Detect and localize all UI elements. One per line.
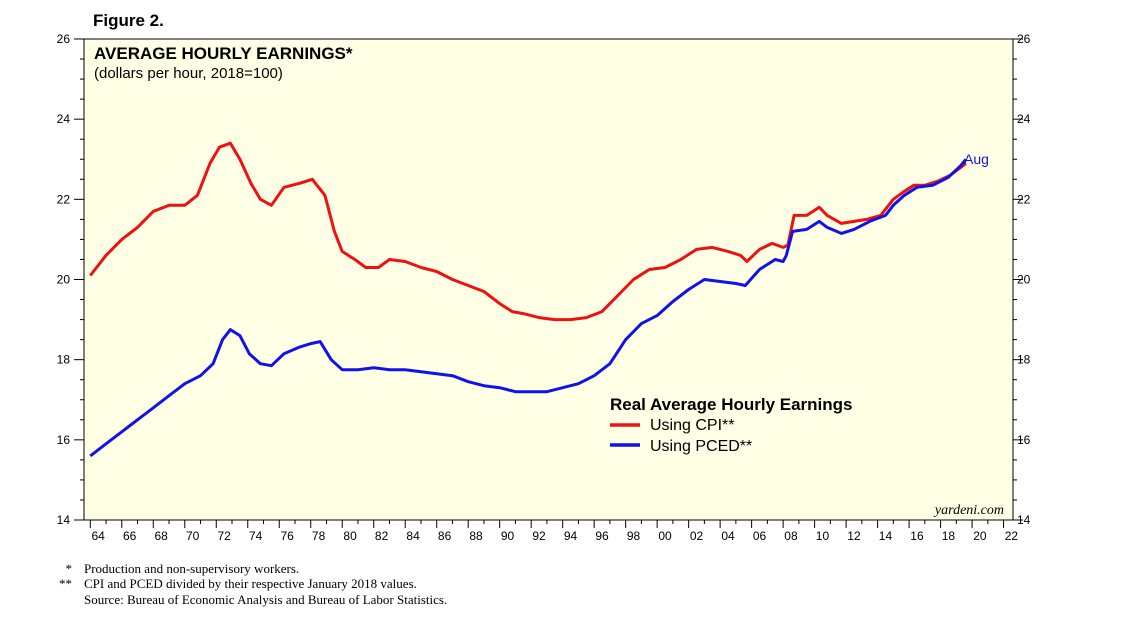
footnote-2: CPI and PCED divided by their respective… xyxy=(84,576,417,591)
x-tick-label: 88 xyxy=(469,529,483,543)
legend-title: Real Average Hourly Earnings xyxy=(610,395,853,414)
legend-label-cpi: Using CPI** xyxy=(650,417,734,434)
plot-area xyxy=(83,38,1014,521)
figure-label: Figure 2. xyxy=(93,11,164,30)
x-tick-label: 96 xyxy=(595,529,609,543)
x-tick-label: 70 xyxy=(186,529,200,543)
x-axis: 64 66 68 70 72 74 76 78 80 82 84 86 88 90 92 94 96 98 00 02… xyxy=(89,520,1019,543)
series-line-cpi xyxy=(89,141,967,322)
y-tick-label-left: 26 xyxy=(57,32,71,46)
y-tick-label-left: 18 xyxy=(57,353,71,367)
x-tick-label: 14 xyxy=(879,529,893,543)
y-axis-right: 14 16 18 20 22 24 26 xyxy=(1013,32,1031,527)
brand-watermark: yardeni.com xyxy=(933,503,1004,518)
x-tick-label: 66 xyxy=(123,529,137,543)
x-tick-label: 10 xyxy=(816,529,830,543)
y-tick-label-left: 22 xyxy=(57,192,71,206)
footnote-1: Production and non-supervisory workers. xyxy=(84,561,299,576)
footnote-mark-1: * xyxy=(66,561,73,576)
x-tick-label: 80 xyxy=(343,529,357,543)
chart-subtitle: (dollars per hour, 2018=100) xyxy=(94,65,283,82)
x-tick-label: 94 xyxy=(564,529,578,543)
x-tick-label: 22 xyxy=(1005,529,1019,543)
y-tick-label-right: 18 xyxy=(1017,353,1031,367)
legend-label-pced: Using PCED** xyxy=(650,438,752,455)
x-tick-label: 86 xyxy=(438,529,452,543)
y-tick-label-left: 16 xyxy=(57,433,71,447)
legend: Real Average Hourly Earnings Using CPI**… xyxy=(610,395,853,455)
x-tick-label: 68 xyxy=(154,529,168,543)
series-line-pced xyxy=(89,158,967,458)
x-tick-label: 90 xyxy=(501,529,515,543)
x-tick-label: 12 xyxy=(847,529,861,543)
y-tick-label-right: 20 xyxy=(1017,273,1031,287)
y-tick-label-right: 22 xyxy=(1017,192,1031,206)
y-tick-label-left: 20 xyxy=(57,273,71,287)
x-tick-label: 74 xyxy=(249,529,263,543)
x-tick-label: 64 xyxy=(91,529,105,543)
y-tick-label-right: 24 xyxy=(1017,112,1031,126)
y-axis-left: 14 16 18 20 22 24 26 xyxy=(57,32,84,527)
y-tick-label-left: 14 xyxy=(57,513,71,527)
footnote-source: Source: Bureau of Economic Analysis and … xyxy=(84,592,447,607)
x-tick-label: 20 xyxy=(973,529,987,543)
x-tick-label: 06 xyxy=(753,529,767,543)
x-tick-label: 82 xyxy=(375,529,389,543)
x-tick-label: 84 xyxy=(406,529,420,543)
x-tick-label: 76 xyxy=(280,529,294,543)
x-tick-label: 92 xyxy=(532,529,546,543)
y-tick-label-right: 26 xyxy=(1017,32,1031,46)
y-tick-label-right: 14 xyxy=(1017,513,1031,527)
footnote-mark-2: ** xyxy=(59,576,72,591)
x-tick-label: 00 xyxy=(658,529,672,543)
x-tick-label: 08 xyxy=(784,529,798,543)
x-tick-label: 02 xyxy=(690,529,704,543)
x-tick-label: 04 xyxy=(721,529,735,543)
end-label: Aug xyxy=(964,151,989,167)
x-tick-label: 78 xyxy=(312,529,326,543)
y-tick-label-left: 24 xyxy=(57,112,71,126)
x-tick-label: 72 xyxy=(217,529,231,543)
footnotes: * Production and non-supervisory workers… xyxy=(59,561,447,607)
chart-title: AVERAGE HOURLY EARNINGS* xyxy=(94,44,353,63)
x-tick-label: 98 xyxy=(627,529,641,543)
x-tick-label: 18 xyxy=(942,529,956,543)
x-tick-label: 16 xyxy=(910,529,924,543)
y-tick-label-right: 16 xyxy=(1017,433,1031,447)
